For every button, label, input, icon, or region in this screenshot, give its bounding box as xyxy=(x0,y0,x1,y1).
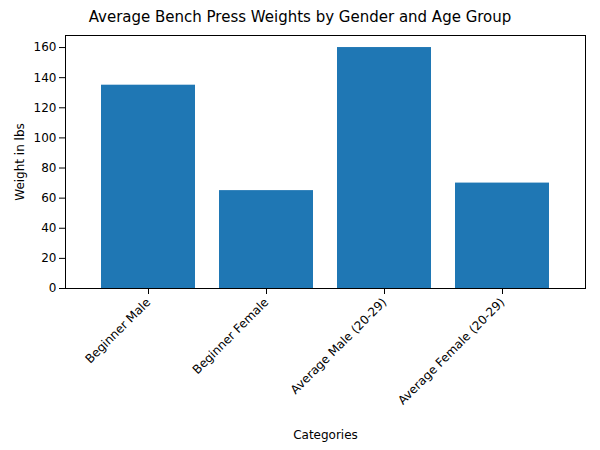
svg-text:60: 60 xyxy=(41,191,56,205)
html-text:Average Bench Press Weights by: Average Bench Press Weights by Gender an… xyxy=(88,8,512,26)
svg-text:Beginner Female: Beginner Female xyxy=(190,295,272,377)
svg-text:100: 100 xyxy=(34,131,57,145)
svg-text:Categories: Categories xyxy=(293,428,358,442)
svg-text:20: 20 xyxy=(41,251,56,265)
svg-text:140: 140 xyxy=(34,71,57,85)
svg-text:Average Male (20-29): Average Male (20-29) xyxy=(288,295,390,397)
svg-text:Weight in lbs: Weight in lbs xyxy=(13,123,27,201)
svg-text:40: 40 xyxy=(41,221,56,235)
svg-text:120: 120 xyxy=(34,101,57,115)
svg-text:160: 160 xyxy=(34,40,57,54)
svg-text:Average Female (20-29): Average Female (20-29) xyxy=(395,295,507,407)
svg-text:0: 0 xyxy=(49,281,57,295)
svg-text:Beginner Male: Beginner Male xyxy=(82,295,153,366)
svg-text:80: 80 xyxy=(41,161,56,175)
